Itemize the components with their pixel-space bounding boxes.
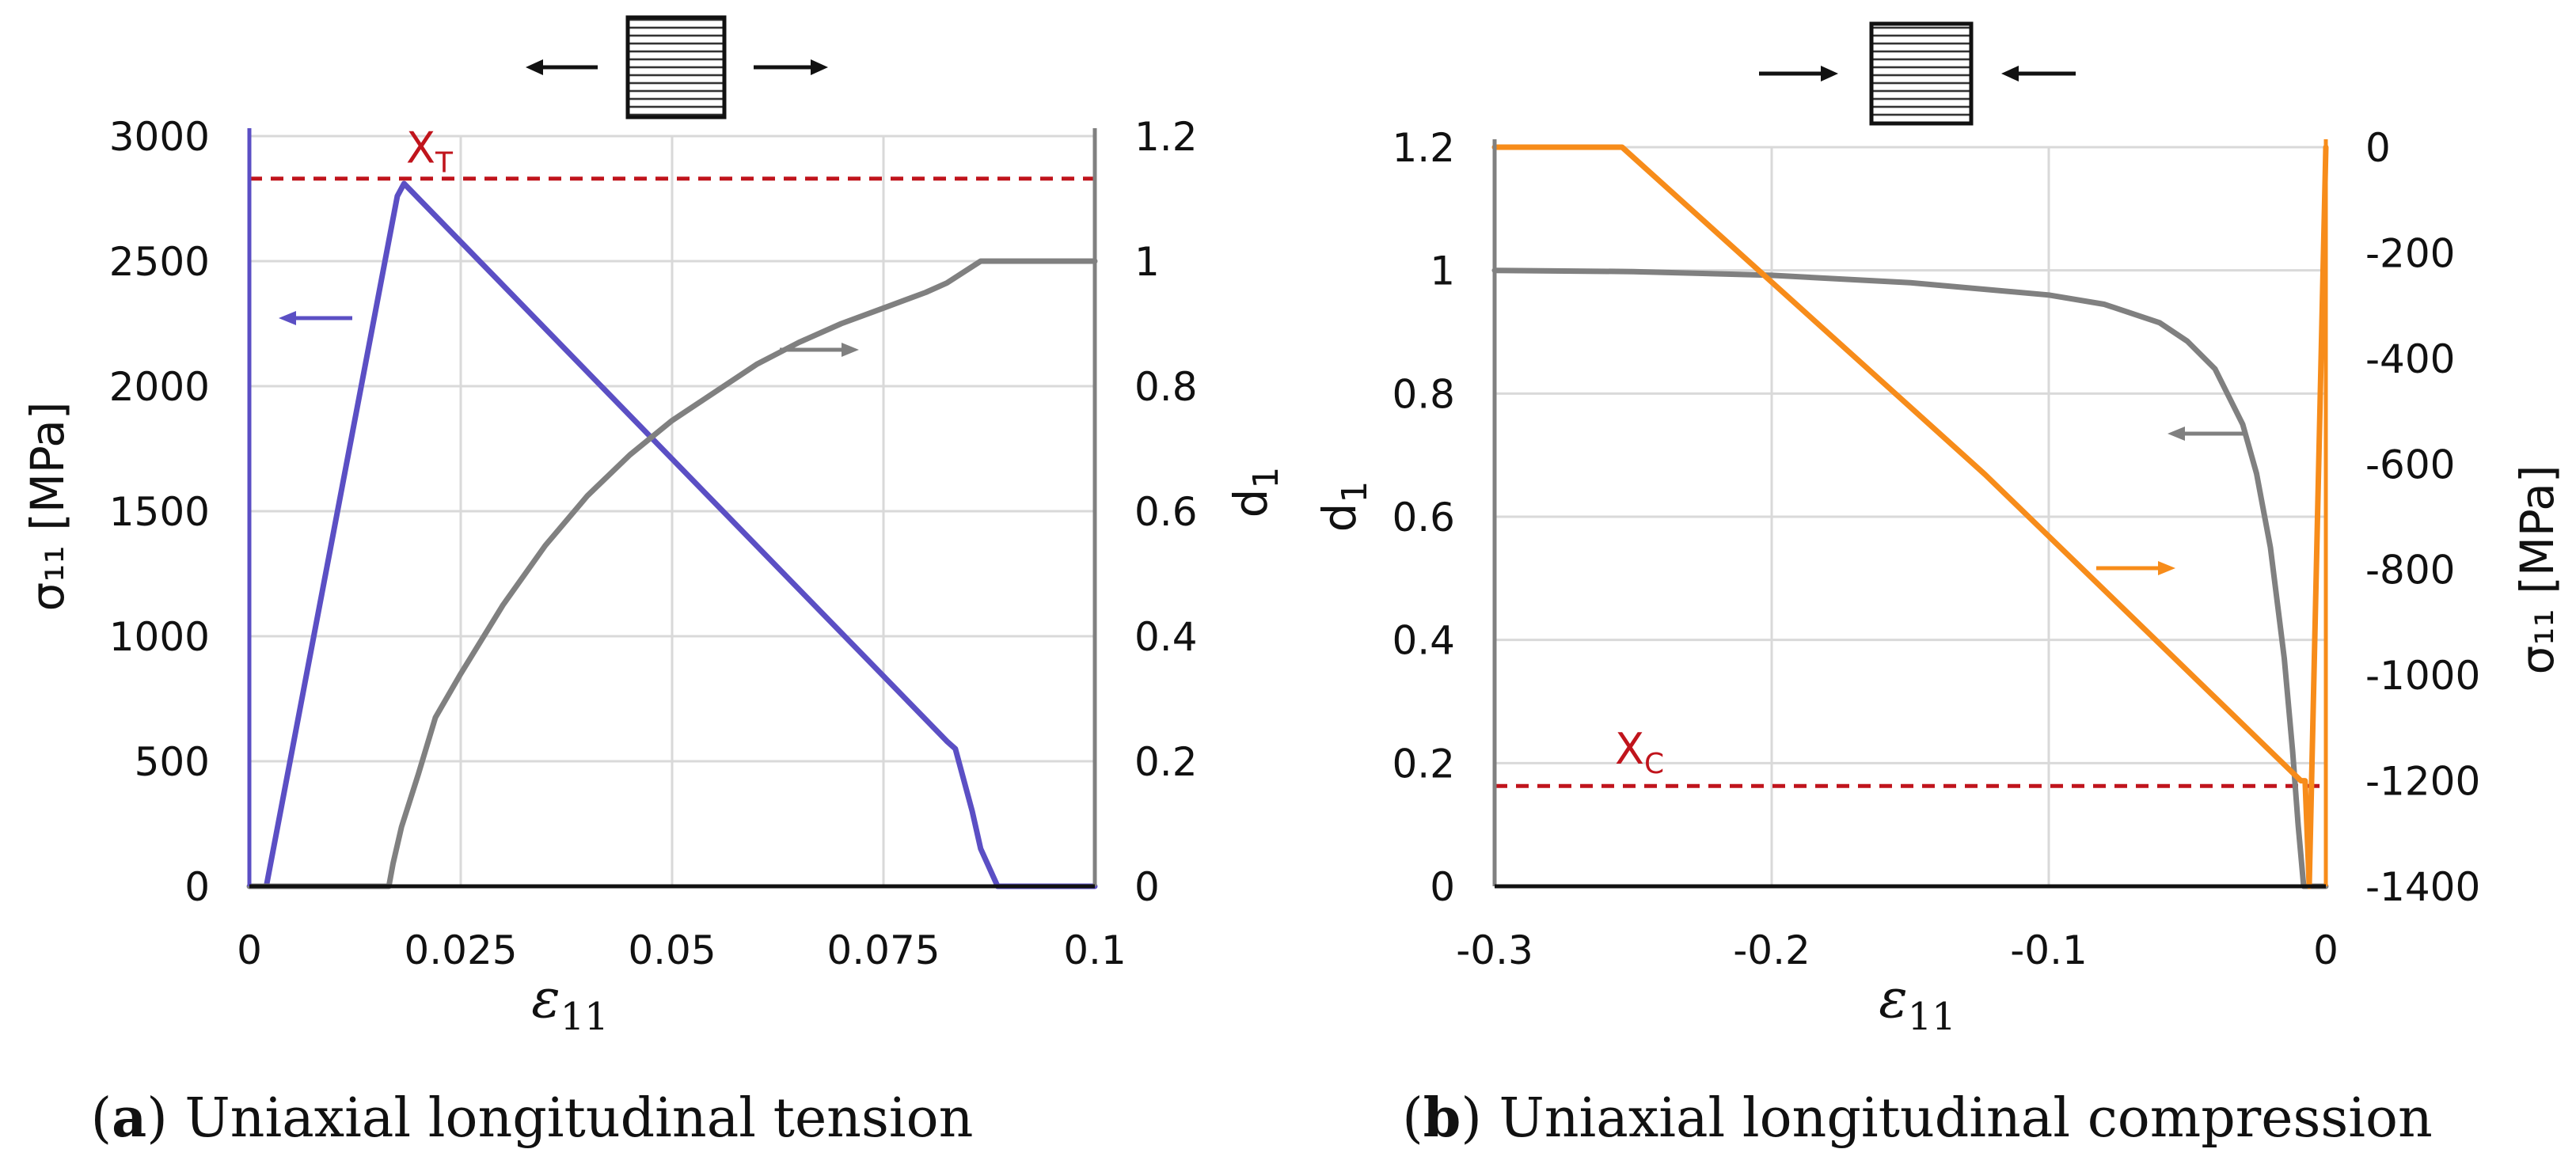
compression-y-left-tick-label: 0.6 <box>1392 495 1455 540</box>
compression-tick-labels: -0.3 -0.2 -0.1 0 0 0.2 0.4 0.6 0.8 1 1.2 -1400 -1200… <box>1392 125 2480 973</box>
compression-y-right-tick-label: -200 <box>2365 230 2455 276</box>
compression-damage-line <box>1491 267 2329 889</box>
tension-stress-axis-arrow <box>279 311 352 325</box>
compression-right-arrow <box>2001 66 2076 82</box>
compression-x-tick-label: -0.2 <box>1733 927 1810 973</box>
compression-y-left-title-sub: 1 <box>1335 481 1375 503</box>
compression-gridlines <box>1495 146 2326 886</box>
compression-axes <box>1492 139 2328 889</box>
tension-y-left-tick-label: 1000 <box>109 614 210 660</box>
tension-specimen-icon <box>526 15 828 119</box>
tension-left-arrow <box>526 59 598 75</box>
compression-stress-axis-arrow-head <box>2158 561 2175 575</box>
tension-y-right-tick-label: 0.8 <box>1134 364 1198 410</box>
compression-x-axis-title: ε11 <box>1879 968 1956 1039</box>
compression-stress-axis-arrow <box>2096 561 2175 575</box>
compression-caption-letter: b <box>1423 1086 1461 1150</box>
tension-stress-axis-arrow-head <box>279 311 296 325</box>
tension-right-arrow <box>754 59 828 75</box>
tension-y-left-tick-label: 500 <box>135 739 210 785</box>
tension-damage-line <box>246 258 1098 889</box>
compression-x-title-main: ε <box>1879 968 1908 1030</box>
tension-x-tick-label: 0.075 <box>826 927 940 973</box>
tension-tick-labels: 0 0.025 0.05 0.075 0.10500100015002000250030… <box>109 114 1198 973</box>
tension-strength-line: XT <box>249 123 1095 181</box>
tension-y-left-tick-label: 2500 <box>109 239 210 285</box>
tension-y-right-title-main: d <box>1224 489 1278 518</box>
tension-damage-axis-arrow-head <box>842 343 859 357</box>
tension-y-right-tick-label: 0.6 <box>1134 489 1198 535</box>
compression-damage-axis-arrow-head <box>2168 427 2185 441</box>
compression-x-tick-label: 0 <box>2313 927 2339 973</box>
compression-x-title-sub: 11 <box>1908 995 1956 1039</box>
tension-y-right-tick-label: 1.2 <box>1134 114 1198 160</box>
tension-gridlines <box>249 135 1095 886</box>
compression-y-left-title-main: d <box>1313 503 1366 533</box>
compression-y-right-tick-label: -1000 <box>2365 653 2480 699</box>
tension-caption-text: ) Uniaxial longitudinal tension <box>146 1087 973 1150</box>
tension-y-right-tick-label: 0 <box>1134 864 1160 910</box>
tension-axes <box>247 128 1097 889</box>
tension-y-left-tick-label: 2000 <box>109 364 210 410</box>
tension-y-left-tick-label: 1500 <box>109 489 210 535</box>
tension-caption-letter: a <box>112 1086 146 1150</box>
tension-x-title-sub: 11 <box>560 995 609 1039</box>
compression-y-right-axis-title: σ₁₁ [MPa] <box>2510 465 2564 675</box>
chart-compression: XC -0.3 -0.2 -0.1 0 0 0.2 0.4 0.6 0.8 1 1.2 -1400 -1… <box>1313 21 2564 1150</box>
compression-specimen-icon <box>1759 21 2076 126</box>
compression-x-tick-label: -0.1 <box>2010 927 2088 973</box>
tension-x-tick-label: 0.1 <box>1063 927 1127 973</box>
tension-y-left-tick-label: 3000 <box>109 114 210 160</box>
compression-y-left-tick-label: 0.8 <box>1392 371 1455 417</box>
tension-series <box>246 180 1098 889</box>
compression-left-arrow <box>1759 66 1838 82</box>
compression-caption: (b) Uniaxial longitudinal compression <box>1402 1086 2433 1150</box>
compression-y-right-tick-label: -800 <box>2365 548 2455 593</box>
tension-y-right-tick-label: 0.4 <box>1134 614 1198 660</box>
tension-y-right-tick-label: 0.2 <box>1134 739 1198 785</box>
compression-y-left-tick-label: 0.4 <box>1392 618 1455 664</box>
tension-strength-label-sub: T <box>435 147 454 180</box>
tension-stress-line <box>263 180 1098 889</box>
compression-caption-text: ) Uniaxial longitudinal compression <box>1461 1087 2432 1150</box>
compression-x-tick-label: -0.3 <box>1456 927 1533 973</box>
tension-damage-axis-arrow <box>780 343 859 357</box>
compression-y-right-tick-label: -600 <box>2365 442 2455 487</box>
tension-strength-label: XT <box>406 123 454 180</box>
compression-y-left-axis-title: d1 <box>1313 481 1375 533</box>
tension-x-title-main: ε <box>531 968 560 1030</box>
compression-annotations <box>2096 427 2244 575</box>
compression-strength-label: XC <box>1615 724 1664 780</box>
tension-x-tick-label: 0 <box>237 927 262 973</box>
tension-x-axis-title: ε11 <box>531 968 609 1039</box>
tension-y-left-axis-title: σ₁₁ [MPa] <box>21 402 74 612</box>
tension-y-right-tick-label: 1 <box>1134 239 1160 285</box>
compression-y-left-tick-label: 1.2 <box>1392 125 1455 171</box>
chart-tension: XT 0 0.025 0.05 0.075 0.10500100015002000250… <box>21 15 1286 1150</box>
tension-y-left-tick-label: 0 <box>184 864 210 910</box>
tension-caption: (a) Uniaxial longitudinal tension <box>91 1086 974 1150</box>
tension-x-tick-label: 0.025 <box>404 927 517 973</box>
compression-y-right-tick-label: -400 <box>2365 336 2455 382</box>
tension-x-tick-label: 0.05 <box>628 927 716 973</box>
compression-damage-axis-arrow <box>2168 427 2244 441</box>
compression-y-left-tick-label: 0 <box>1430 864 1455 910</box>
compression-y-right-tick-label: -1200 <box>2365 759 2480 805</box>
compression-y-left-tick-label: 0.2 <box>1392 741 1455 787</box>
compression-y-left-tick-label: 1 <box>1430 248 1455 294</box>
compression-strength-label-sub: C <box>1644 748 1664 780</box>
tension-y-right-axis-title: d1 <box>1224 467 1286 518</box>
compression-y-right-tick-label: -1400 <box>2365 864 2480 910</box>
compression-y-right-tick-label: 0 <box>2365 125 2391 171</box>
tension-annotations <box>279 311 859 357</box>
compression-strength-line: XC <box>1495 724 2326 788</box>
tension-y-right-title-sub: 1 <box>1246 467 1286 489</box>
